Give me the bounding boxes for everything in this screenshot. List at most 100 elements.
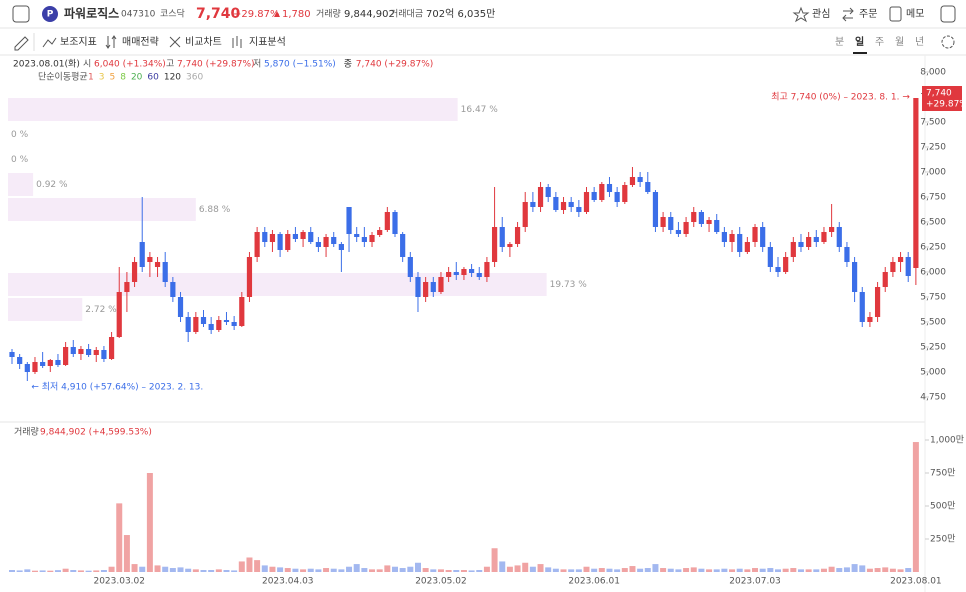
candle-body [185, 317, 191, 332]
volume-bar [9, 570, 15, 572]
volume-label: 거래량 [316, 8, 341, 20]
period-week[interactable]: 주 [875, 37, 884, 48]
tool-strategy[interactable]: 매매전략 [122, 36, 159, 48]
volume-bar [392, 566, 398, 572]
period-day[interactable]: 일 [855, 35, 864, 48]
candle-body [63, 347, 69, 365]
ma-legend-title: 단순이동평균 [38, 72, 88, 83]
star-icon[interactable] [792, 6, 810, 23]
candle-body [852, 262, 858, 292]
period-month[interactable]: 월 [895, 36, 904, 48]
action-order[interactable]: 주문 [859, 8, 877, 20]
high-annotation: 최고 7,740 (0%) – 2023. 8. 1. → [771, 92, 910, 103]
candle-body [162, 262, 168, 282]
y-tick-label: 6,000 [920, 268, 946, 278]
settings-icon[interactable] [941, 35, 955, 49]
candle-body [78, 349, 84, 354]
volume-bar [889, 568, 896, 572]
volume-bar [77, 570, 84, 572]
memo-icon[interactable] [889, 6, 902, 22]
volume-bar [729, 569, 736, 572]
order-icon[interactable] [842, 7, 854, 22]
candle-body [514, 227, 521, 244]
candle-body [484, 262, 490, 277]
volume-bar [744, 569, 751, 572]
analysis-icon[interactable] [232, 36, 242, 48]
volume-tick-label: 1,000만 [930, 435, 964, 446]
y-tick-label: 7,250 [920, 143, 946, 153]
y-tick-label: 6,250 [920, 243, 946, 253]
draw-icon[interactable] [14, 36, 29, 51]
candle-body [821, 232, 827, 242]
price-tag [922, 86, 962, 111]
candle-body [522, 202, 528, 227]
candle-body [438, 277, 444, 292]
candle-body [691, 212, 697, 222]
volume-bar [644, 568, 651, 572]
strategy-icon[interactable] [105, 35, 117, 49]
volume-tick-label: 250만 [930, 534, 955, 545]
volume-bar [866, 568, 873, 572]
candle-body [269, 234, 276, 242]
volume-bar [690, 567, 697, 572]
profile-label: 2.72 % [85, 305, 117, 315]
price: 7,740 [196, 6, 241, 22]
volume-bar [614, 569, 621, 572]
volume-bar [667, 568, 674, 572]
ma-period: 5 [109, 73, 115, 83]
period-minute[interactable]: 분 [835, 36, 844, 48]
candle-body [124, 282, 130, 292]
low-label: 저 [253, 59, 261, 70]
tool-analysis[interactable]: 지표분석 [249, 36, 286, 48]
candle-body [706, 220, 712, 224]
profile-label: 0 % [11, 130, 29, 140]
candle-body [622, 185, 628, 202]
volume-bar [24, 569, 31, 572]
candle-body [668, 217, 674, 230]
volume-bar [139, 566, 146, 572]
panel-icon[interactable] [940, 5, 956, 23]
candle-body [897, 257, 904, 262]
volume-bar [31, 570, 38, 572]
tool-indicator[interactable]: 보조지표 [60, 36, 97, 48]
volume-bar [790, 568, 797, 572]
action-watch[interactable]: 관심 [812, 8, 830, 20]
volume-bar [422, 568, 429, 572]
profile-band [8, 273, 547, 296]
y-tick-label: 7,000 [920, 168, 946, 178]
y-tick-label: 5,500 [920, 318, 946, 328]
candle-body [591, 192, 597, 200]
volume-bar [552, 568, 559, 572]
volume-bar [698, 568, 705, 572]
volume-bar [307, 568, 314, 572]
period-year[interactable]: 년 [915, 36, 924, 48]
candle-body [147, 257, 153, 262]
volume-bar [369, 569, 376, 572]
candle-body [170, 282, 176, 297]
price-tag-label: 7,740 [926, 89, 952, 99]
candle-body [86, 349, 92, 355]
tool-compare[interactable]: 비교차트 [185, 36, 222, 48]
volume-bar [300, 569, 307, 572]
open-label: 시 [83, 59, 91, 70]
volume-bar [277, 567, 284, 572]
volume-bar [828, 566, 835, 572]
candle-body [798, 242, 804, 247]
sidebar-icon[interactable] [12, 5, 30, 23]
candle-body [836, 227, 842, 247]
profile-band [8, 173, 34, 196]
volume-bar [162, 566, 169, 572]
candle-body [599, 184, 605, 200]
indicator-icon[interactable] [42, 37, 57, 48]
compare-icon[interactable] [169, 36, 181, 48]
action-memo[interactable]: 메모 [906, 8, 924, 20]
volume-bar [499, 561, 506, 572]
volume-bar [399, 568, 406, 572]
candle-body [47, 360, 53, 366]
volume-bar [100, 570, 107, 572]
volume-bar [208, 570, 215, 572]
volume-bar [575, 569, 582, 572]
candle-body [767, 247, 773, 267]
candle-body [423, 282, 429, 297]
candle-body [361, 237, 367, 242]
